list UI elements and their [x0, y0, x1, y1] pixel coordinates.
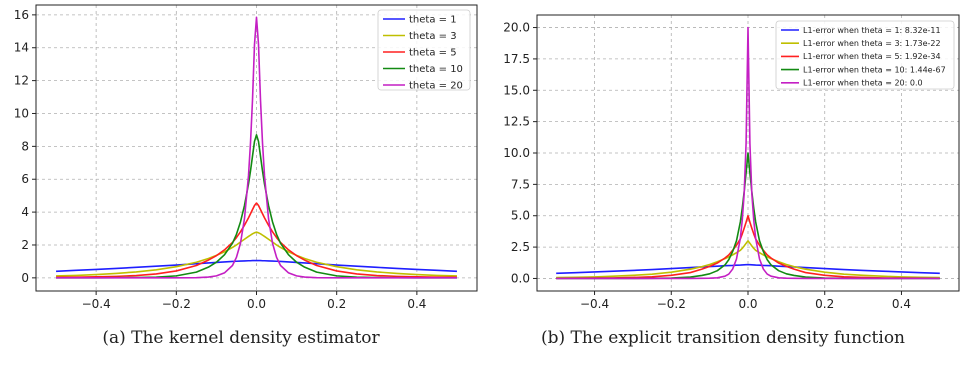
- x-tick-label: −0.4: [82, 297, 111, 311]
- legend-box: [775, 20, 955, 90]
- series-line-3: [56, 202, 457, 279]
- y-tick-label: 2.5: [511, 240, 530, 254]
- panel-b: −0.4 −0.2 0.0 0.2 0.4 0.0 2.5 5.0 7.5 10.0 12.5 15.…: [482, 0, 964, 372]
- legend-label-4: L1-error when theta = 10: 1.44e-67: [803, 65, 946, 74]
- series-line-5: [56, 16, 457, 279]
- panel-a: −0.4 −0.2 0.0 0.2 0.4 0 2 4 6 8 10 12 14 16 theta = 1 t…: [14, 4, 478, 348]
- x-tick-label: 0.2: [327, 297, 346, 311]
- x-tick-label: 0.4: [892, 297, 911, 311]
- y-tick-label: 15.0: [503, 83, 530, 97]
- x-tick-label: 0.0: [738, 297, 757, 311]
- y-tick-label: 16: [14, 8, 29, 22]
- legend-label-5: theta = 20: [409, 81, 463, 92]
- y-tick-label: 20.0: [503, 21, 530, 35]
- y-tick-label: 6: [21, 172, 29, 186]
- legend-label-2: theta = 3: [409, 31, 457, 42]
- legend-label-1: theta = 1: [409, 15, 457, 26]
- x-tick-label: 0.0: [247, 297, 266, 311]
- legend-label-3: L1-error when theta = 5: 1.92e-34: [803, 52, 941, 61]
- x-tick-label: −0.2: [657, 297, 686, 311]
- legend-label-4: theta = 10: [409, 64, 463, 75]
- legend-label-3: theta = 5: [409, 48, 457, 59]
- x-tick-label: 0.4: [407, 297, 426, 311]
- y-tick-label: 14: [14, 41, 29, 55]
- series-line-1: [556, 263, 940, 275]
- y-tick-label: 7.5: [511, 177, 530, 191]
- kernel-density-chart: −0.4 −0.2 0.0 0.2 0.4 0 2 4 6 8 10 12 14 16 theta = 1 t…: [14, 4, 478, 311]
- x-tick-label: 0.2: [815, 297, 834, 311]
- legend-label-2: L1-error when theta = 3: 1.73e-22: [803, 39, 941, 48]
- y-tick-label: 4: [21, 205, 29, 219]
- x-tick-label: −0.4: [580, 297, 609, 311]
- legend-label-5: L1-error when theta = 20: 0.0: [803, 79, 923, 88]
- y-tick-label: 12.5: [503, 115, 530, 129]
- transition-density-chart: −0.4 −0.2 0.0 0.2 0.4 0.0 2.5 5.0 7.5 10.0 12.5 15.…: [503, 14, 960, 311]
- series-line-4: [56, 134, 457, 279]
- legend-label-1: L1-error when theta = 1: 8.32e-11: [803, 26, 941, 35]
- y-tick-label: 12: [14, 74, 29, 88]
- y-tick-label: 5.0: [511, 209, 530, 223]
- series-line-5: [556, 26, 940, 280]
- series-line-2: [556, 240, 940, 279]
- series-line-3: [556, 214, 940, 280]
- y-tick-label: 10: [14, 106, 29, 120]
- legend-box: [377, 9, 471, 91]
- y-tick-label: 17.5: [503, 52, 530, 66]
- x-tick-label: −0.2: [162, 297, 191, 311]
- caption-b: (b) The explicit transition density func…: [540, 328, 905, 348]
- y-tick-label: 8: [21, 139, 29, 153]
- caption-a: (a) The kernel density estimator: [102, 328, 380, 348]
- y-tick-label: 0: [21, 271, 29, 285]
- y-tick-label: 10.0: [503, 146, 530, 160]
- y-tick-label: 0.0: [511, 271, 530, 285]
- series-line-2: [56, 231, 457, 277]
- y-tick-label: 2: [21, 238, 29, 252]
